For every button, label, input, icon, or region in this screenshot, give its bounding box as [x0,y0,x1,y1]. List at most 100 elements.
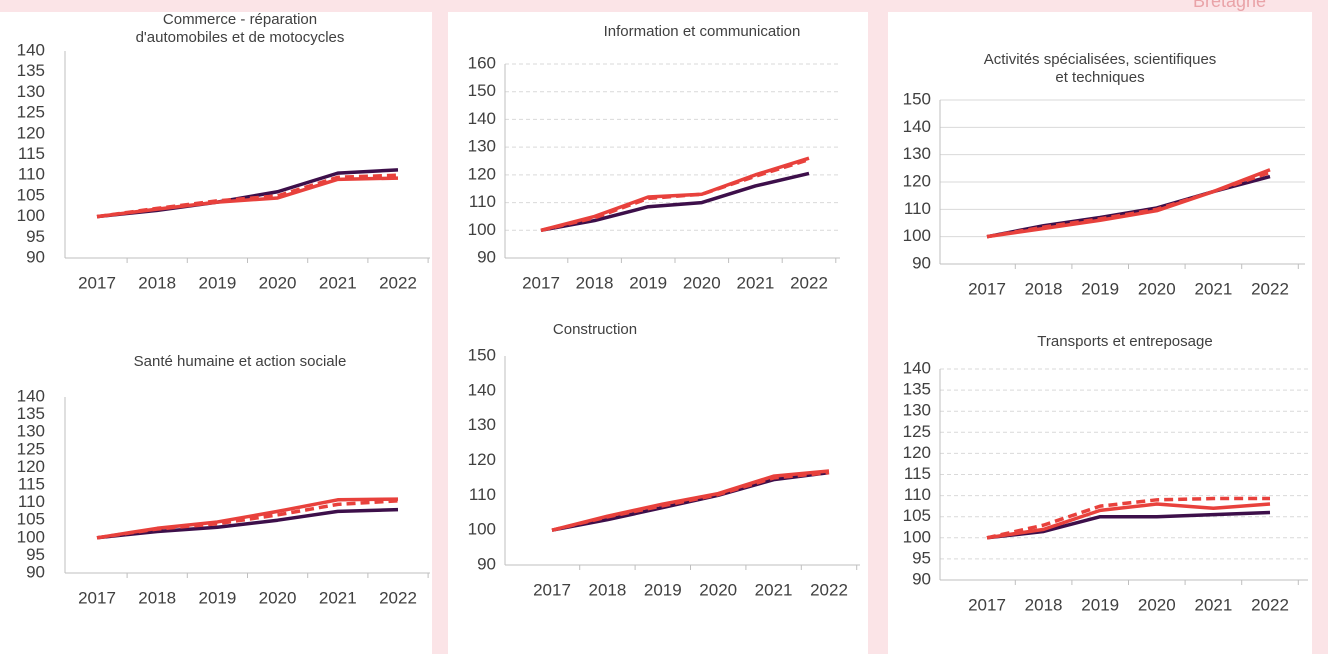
x-tick-label: 2022 [1251,279,1289,298]
y-tick-label: 160 [468,53,496,72]
y-tick-label: 110 [469,192,496,211]
y-tick-label: 100 [903,226,931,245]
y-tick-label: 125 [17,439,45,458]
series-line [986,502,1271,540]
y-tick-label: 120 [468,164,496,183]
x-tick-label: 2020 [259,588,297,607]
x-tick-label: 2017 [968,595,1006,614]
y-tick-label: 105 [17,510,45,529]
y-tick-label: 130 [468,137,496,156]
x-tick-label: 2020 [259,273,297,292]
x-tick-label: 2019 [198,588,236,607]
y-tick-label: 140 [17,40,45,59]
y-tick-label: 100 [903,527,931,546]
corner-label: Bretagne [1193,0,1266,11]
x-tick-label: 2019 [198,273,236,292]
y-tick-label: 100 [17,206,45,225]
y-tick-label: 140 [903,358,931,377]
x-tick-label: 2018 [138,588,176,607]
y-tick-label: 120 [903,171,931,190]
y-tick-label: 95 [26,227,45,246]
x-tick-label: 2018 [138,273,176,292]
y-tick-label: 120 [17,123,45,142]
series-line [540,157,810,232]
y-tick-label: 130 [17,422,45,441]
series-line [96,507,399,540]
y-tick-label: 120 [17,457,45,476]
y-tick-label: 100 [17,527,45,546]
y-tick-label: 105 [903,506,931,525]
y-tick-label: 130 [903,144,931,163]
y-tick-label: 135 [17,61,45,80]
x-tick-label: 2021 [755,580,793,599]
series-line [96,173,399,219]
x-tick-label: 2019 [1081,279,1119,298]
y-tick-label: 150 [468,81,496,100]
y-tick-label: 110 [18,165,45,184]
x-tick-label: 2017 [78,273,116,292]
y-tick-label: 110 [904,199,931,218]
x-tick-label: 2017 [78,588,116,607]
x-tick-label: 2018 [588,580,626,599]
x-tick-label: 2021 [1194,595,1232,614]
x-tick-label: 2018 [1025,595,1063,614]
y-tick-label: 120 [468,450,496,469]
x-tick-label: 2020 [1138,279,1176,298]
chart-title: et techniques [1055,69,1144,86]
panel-column [0,12,432,654]
y-tick-label: 115 [904,464,931,483]
x-tick-label: 2022 [790,273,828,292]
y-tick-label: 115 [18,144,45,163]
x-tick-label: 2019 [644,580,682,599]
x-tick-label: 2017 [533,580,571,599]
y-tick-label: 130 [468,415,496,434]
y-tick-label: 100 [468,520,496,539]
x-tick-label: 2018 [576,273,614,292]
x-tick-label: 2022 [810,580,848,599]
y-tick-label: 110 [904,485,931,504]
y-tick-label: 150 [468,345,496,364]
y-tick-label: 135 [903,380,931,399]
y-tick-label: 135 [17,404,45,423]
y-tick-label: 110 [18,492,45,511]
chart-title: Construction [553,321,637,338]
y-tick-label: 90 [26,247,45,266]
y-tick-label: 110 [469,485,496,504]
x-tick-label: 2021 [319,588,357,607]
y-tick-label: 90 [477,554,496,573]
chart-title: Activités spécialisées, scientifiques [984,51,1217,68]
y-tick-label: 140 [903,117,931,136]
y-tick-label: 105 [17,185,45,204]
panel-column [448,12,868,654]
y-tick-label: 100 [468,220,496,239]
series-line [986,496,1270,540]
y-tick-label: 90 [912,569,931,588]
series-line [551,470,830,532]
x-tick-label: 2021 [1194,279,1232,298]
y-tick-label: 125 [903,422,931,441]
y-tick-label: 140 [468,380,496,399]
panel-column [888,12,1312,654]
x-tick-label: 2022 [379,273,417,292]
y-tick-label: 95 [912,548,931,567]
x-tick-label: 2021 [736,273,774,292]
y-tick-label: 90 [26,562,45,581]
chart-title: Commerce - réparation [163,11,317,28]
x-tick-label: 2020 [699,580,737,599]
y-tick-label: 130 [903,401,931,420]
x-tick-label: 2017 [522,273,560,292]
x-tick-label: 2020 [683,273,721,292]
chart-title: Transports et entreposage [1037,333,1212,350]
series-line [96,499,399,540]
y-tick-label: 90 [912,253,931,272]
y-tick-label: 90 [477,247,496,266]
y-tick-label: 130 [17,82,45,101]
chart-title: Information et communication [604,23,801,40]
y-tick-label: 120 [903,443,931,462]
y-tick-label: 115 [18,474,45,493]
x-tick-label: 2019 [629,273,667,292]
x-tick-label: 2021 [319,273,357,292]
x-tick-label: 2018 [1025,279,1063,298]
x-tick-label: 2022 [1251,595,1289,614]
